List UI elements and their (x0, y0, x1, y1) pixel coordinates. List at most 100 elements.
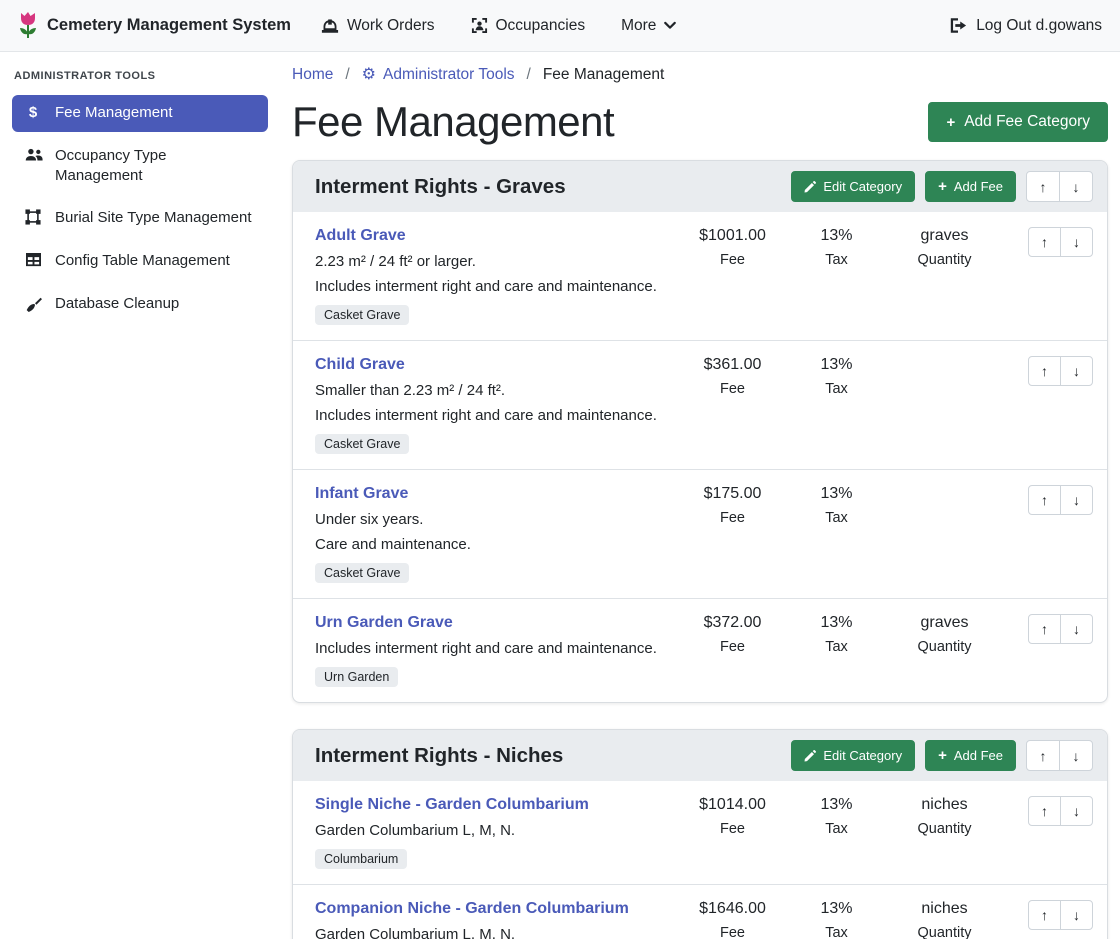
fee-quantity-label: Quantity (888, 252, 1001, 268)
fee-name-link[interactable]: Single Niche - Garden Columbarium (315, 796, 589, 814)
nav-work-orders-label: Work Orders (347, 17, 435, 35)
fee-amount-label: Fee (680, 381, 785, 397)
sidebar-item-database-cleanup[interactable]: Database Cleanup (12, 286, 268, 323)
fee-tax-col: 13% Tax (785, 356, 888, 397)
breadcrumb-separator: / (345, 66, 349, 84)
sidebar-item-config-table-management[interactable]: Config Table Management (12, 243, 268, 280)
logout-label: Log Out d.gowans (976, 17, 1102, 35)
arrow-up-icon: ↑ (1041, 803, 1048, 819)
move-fee-down-button[interactable]: ↓ (1060, 614, 1093, 644)
app-brand[interactable]: Cemetery Management System (18, 11, 291, 40)
nav-more-label: More (621, 17, 656, 35)
arrow-down-icon: ↓ (1073, 234, 1080, 250)
add-fee-category-button[interactable]: + Add Fee Category (928, 102, 1108, 142)
fee-name-link[interactable]: Child Grave (315, 356, 405, 374)
fee-name-link[interactable]: Infant Grave (315, 485, 408, 503)
move-fee-up-button[interactable]: ↑ (1028, 900, 1061, 930)
fee-tax: 13% (785, 900, 888, 918)
move-category-up-button[interactable]: ↑ (1026, 171, 1060, 202)
breadcrumb-separator: / (527, 66, 531, 84)
sidebar-item-fee-management[interactable]: $ Fee Management (12, 95, 268, 132)
sidebar-item-burial-site-type-management[interactable]: Burial Site Type Management (12, 200, 268, 237)
fee-quantity-label: Quantity (888, 821, 1001, 837)
dollar-icon: $ (22, 104, 44, 122)
move-fee-down-button[interactable]: ↓ (1060, 485, 1093, 515)
fee-amount-col: $1001.00 Fee (680, 227, 785, 268)
fee-details: Companion Niche - Garden Columbarium Gar… (315, 900, 680, 939)
add-fee-label: Add Fee (954, 748, 1003, 763)
edit-category-label: Edit Category (823, 748, 902, 763)
nav-more[interactable]: More (621, 17, 676, 35)
move-fee-up-button[interactable]: ↑ (1028, 356, 1061, 386)
fee-name-link[interactable]: Adult Grave (315, 227, 406, 245)
breadcrumb-home-link[interactable]: Home (292, 66, 333, 84)
add-fee-button[interactable]: + Add Fee (925, 171, 1016, 202)
fee-tax-label: Tax (785, 252, 888, 268)
pencil-icon (804, 181, 816, 193)
move-fee-up-button[interactable]: ↑ (1028, 227, 1061, 257)
breadcrumb: Home / ⚙ Administrator Tools / Fee Manag… (292, 66, 1108, 84)
fee-tax-col: 13% Tax (785, 900, 888, 939)
fee-quantity: niches (888, 900, 1001, 918)
fee-description: Includes interment right and care and ma… (315, 407, 680, 424)
fee-reorder-group: ↑ ↓ (1028, 796, 1093, 826)
fee-quantity-col: niches Quantity (888, 796, 1001, 837)
fee-amount-col: $1646.00 Fee (680, 900, 785, 939)
nav-occupancies[interactable]: Occupancies (471, 17, 586, 35)
fee-amount: $1001.00 (680, 227, 785, 245)
move-fee-down-button[interactable]: ↓ (1060, 796, 1093, 826)
category-card-niches: Interment Rights - Niches Edit Category … (292, 729, 1108, 939)
fee-type-badge: Columbarium (315, 849, 407, 869)
users-icon (22, 147, 44, 162)
move-fee-up-button[interactable]: ↑ (1028, 485, 1061, 515)
fee-tax-col: 13% Tax (785, 796, 888, 837)
edit-category-button[interactable]: Edit Category (791, 171, 915, 202)
fee-tax: 13% (785, 485, 888, 503)
fee-row: Child Grave Smaller than 2.23 m² / 24 ft… (293, 340, 1107, 469)
tulip-logo-icon (18, 11, 38, 40)
move-fee-up-button[interactable]: ↑ (1028, 614, 1061, 644)
move-category-down-button[interactable]: ↓ (1059, 740, 1093, 771)
fee-tax-label: Tax (785, 821, 888, 837)
add-fee-button[interactable]: + Add Fee (925, 740, 1016, 771)
breadcrumb-admin-tools-label: Administrator Tools (383, 66, 515, 84)
arrow-up-icon: ↑ (1041, 234, 1048, 250)
category-header: Interment Rights - Graves Edit Category … (293, 161, 1107, 212)
fee-name-link[interactable]: Urn Garden Grave (315, 614, 453, 632)
fee-type-badge: Casket Grave (315, 305, 409, 325)
page-header: Fee Management + Add Fee Category (292, 98, 1108, 146)
move-category-up-button[interactable]: ↑ (1026, 740, 1060, 771)
edit-category-button[interactable]: Edit Category (791, 740, 915, 771)
fee-amount: $361.00 (680, 356, 785, 374)
sidebar-item-label: Occupancy Type Management (55, 146, 258, 186)
fee-reorder-group: ↑ ↓ (1028, 614, 1093, 644)
fee-description: Garden Columbarium L, M, N. (315, 926, 680, 939)
move-fee-down-button[interactable]: ↓ (1060, 227, 1093, 257)
fee-row: Urn Garden Grave Includes interment righ… (293, 598, 1107, 702)
move-fee-up-button[interactable]: ↑ (1028, 796, 1061, 826)
chevron-down-icon (664, 21, 676, 30)
fee-quantity-label: Quantity (888, 639, 1001, 655)
nav-work-orders[interactable]: Work Orders (321, 17, 435, 35)
move-category-down-button[interactable]: ↓ (1059, 171, 1093, 202)
admin-sidebar: Administrator Tools $ Fee Management Occ… (0, 52, 280, 339)
fee-description: Includes interment right and care and ma… (315, 640, 680, 657)
category-reorder-group: ↑ ↓ (1026, 740, 1093, 771)
fee-tax: 13% (785, 227, 888, 245)
move-fee-down-button[interactable]: ↓ (1060, 900, 1093, 930)
arrow-up-icon: ↑ (1041, 621, 1048, 637)
sidebar-item-label: Fee Management (55, 103, 173, 123)
sidebar-item-occupancy-type-management[interactable]: Occupancy Type Management (12, 138, 268, 195)
fee-amount: $1014.00 (680, 796, 785, 814)
fee-amount-label: Fee (680, 925, 785, 939)
move-fee-down-button[interactable]: ↓ (1060, 356, 1093, 386)
fee-description: Garden Columbarium L, M, N. (315, 822, 680, 839)
fee-details: Child Grave Smaller than 2.23 m² / 24 ft… (315, 356, 680, 454)
breadcrumb-admin-tools-link[interactable]: ⚙ Administrator Tools (362, 66, 515, 84)
sidebar-item-label: Database Cleanup (55, 294, 179, 314)
arrow-down-icon: ↓ (1073, 363, 1080, 379)
fee-name-link[interactable]: Companion Niche - Garden Columbarium (315, 900, 629, 918)
logout-link[interactable]: Log Out d.gowans (949, 17, 1102, 35)
fee-tax: 13% (785, 614, 888, 632)
arrow-down-icon: ↓ (1073, 907, 1080, 923)
